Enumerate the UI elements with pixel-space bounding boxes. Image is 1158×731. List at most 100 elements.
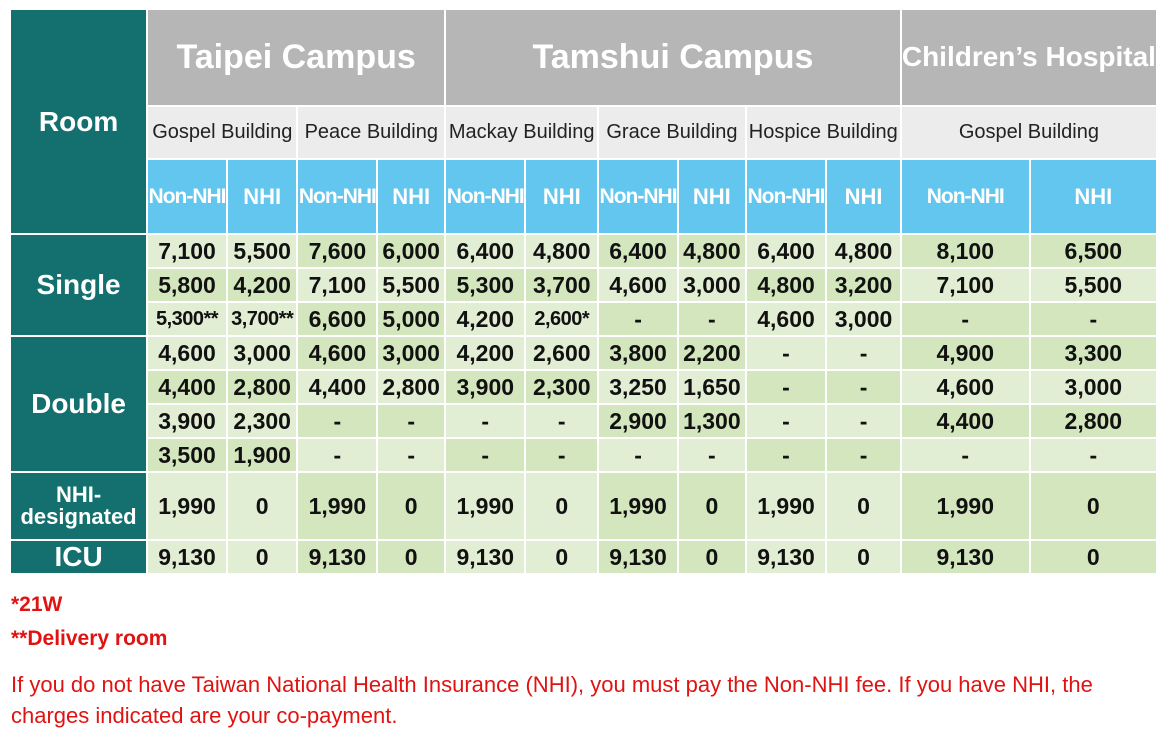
price-cell: 1,990 bbox=[298, 473, 377, 539]
price-cell: - bbox=[746, 337, 826, 369]
price-cell: 6,400 bbox=[446, 235, 525, 267]
building-header-gospel-childrens: Gospel Building bbox=[901, 107, 1156, 158]
price-cell: 2,600 bbox=[526, 337, 598, 369]
price-cell: 0 bbox=[526, 473, 598, 539]
price-cell: 0 bbox=[827, 541, 900, 573]
price-cell: - bbox=[901, 439, 1029, 471]
insurance-header-non-nhi: Non-NHI bbox=[446, 160, 525, 233]
price-cell: 7,600 bbox=[298, 235, 377, 267]
price-cell: 5,000 bbox=[378, 303, 445, 335]
insurance-header-nhi: NHI bbox=[526, 160, 598, 233]
price-cell: 3,000 bbox=[827, 303, 900, 335]
price-cell: 0 bbox=[378, 541, 445, 573]
room-rate-table: Room Taipei Campus Tamshui Campus Childr… bbox=[9, 8, 1158, 575]
row-label-nhi-designated: NHI-designated bbox=[11, 473, 147, 539]
rate-table-body: Room Taipei Campus Tamshui Campus Childr… bbox=[11, 10, 1156, 573]
row-label-single: Single bbox=[11, 235, 147, 335]
price-cell: 6,400 bbox=[746, 235, 826, 267]
table-row: NHI-designated 1,990 0 1,990 0 1,990 0 1,990 0 1,… bbox=[11, 473, 1156, 539]
price-cell: 0 bbox=[827, 473, 900, 539]
table-row: 3,900 2,300- - - -2,900 1,300- -4,400 2,800 bbox=[11, 405, 1156, 437]
price-cell: 3,250 bbox=[599, 371, 677, 403]
price-cell: 5,500 bbox=[1030, 269, 1156, 301]
price-cell: - bbox=[746, 371, 826, 403]
price-cell: 8,100 bbox=[901, 235, 1029, 267]
price-cell: 4,800 bbox=[746, 269, 826, 301]
price-cell: 3,000 bbox=[227, 337, 297, 369]
price-cell: 0 bbox=[227, 541, 297, 573]
price-cell: 0 bbox=[526, 541, 598, 573]
price-cell: 0 bbox=[678, 473, 745, 539]
price-cell: 7,100 bbox=[298, 269, 377, 301]
price-cell: - bbox=[1030, 439, 1156, 471]
price-cell: 3,700 bbox=[526, 269, 598, 301]
row-label-icu: ICU bbox=[11, 541, 147, 573]
price-cell: 9,130 bbox=[901, 541, 1029, 573]
price-cell: 2,800 bbox=[378, 371, 445, 403]
price-cell: - bbox=[1030, 303, 1156, 335]
price-cell: 1,300 bbox=[678, 405, 745, 437]
table-row: 5,800 4,200 7,100 5,500 5,300 3,700 4,600 3,000… bbox=[11, 269, 1156, 301]
price-cell: 4,200 bbox=[446, 337, 525, 369]
price-cell: 3,000 bbox=[378, 337, 445, 369]
price-cell: - bbox=[446, 405, 525, 437]
insurance-header-nhi: NHI bbox=[1030, 160, 1156, 233]
price-cell: 3,900 bbox=[446, 371, 525, 403]
price-cell: 5,500 bbox=[227, 235, 297, 267]
insurance-header-nhi: NHI bbox=[678, 160, 745, 233]
price-cell: 0 bbox=[227, 473, 297, 539]
nhi-fee-explanation: If you do not have Taiwan National Healt… bbox=[11, 672, 1093, 728]
price-cell: 4,600 bbox=[599, 269, 677, 301]
price-cell: 4,800 bbox=[827, 235, 900, 267]
insurance-header-non-nhi: Non-NHI bbox=[148, 160, 226, 233]
price-cell: - bbox=[526, 439, 598, 471]
price-cell: 4,600 bbox=[148, 337, 226, 369]
price-cell: 7,100 bbox=[901, 269, 1029, 301]
price-cell: 4,800 bbox=[526, 235, 598, 267]
price-cell: - bbox=[599, 303, 677, 335]
price-cell: - bbox=[678, 303, 745, 335]
price-cell: 1,900 bbox=[227, 439, 297, 471]
price-cell: 4,200 bbox=[446, 303, 525, 335]
price-cell: 5,800 bbox=[148, 269, 226, 301]
price-cell: - bbox=[599, 439, 677, 471]
price-cell: 6,000 bbox=[378, 235, 445, 267]
price-cell: 3,500 bbox=[148, 439, 226, 471]
insurance-header-nhi: NHI bbox=[378, 160, 445, 233]
price-cell: 9,130 bbox=[148, 541, 226, 573]
building-header-gospel-taipei: Gospel Building bbox=[148, 107, 297, 158]
table-row: Double 4,600 3,000 4,600 3,000 4,200 2,600 3,80… bbox=[11, 337, 1156, 471]
insurance-header-nhi: NHI bbox=[227, 160, 297, 233]
price-cell: 0 bbox=[1030, 541, 1156, 573]
price-cell: 6,500 bbox=[1030, 235, 1156, 267]
price-cell: 2,200 bbox=[678, 337, 745, 369]
price-cell: 3,800 bbox=[599, 337, 677, 369]
price-cell: 3,000 bbox=[1030, 371, 1156, 403]
building-header-hospice: Hospice Building bbox=[746, 107, 900, 158]
price-cell: 4,800 bbox=[678, 235, 745, 267]
table-row: ICU 9,130 0 9,130 0 9,130 0 9,130 0 9,130 0 9,130 0 bbox=[11, 541, 1156, 573]
price-cell: 4,400 bbox=[901, 405, 1029, 437]
price-cell: 9,130 bbox=[599, 541, 677, 573]
building-header-mackay: Mackay Building bbox=[446, 107, 598, 158]
footnote-delivery-room: **Delivery room bbox=[11, 627, 168, 650]
price-cell: - bbox=[827, 337, 900, 369]
insurance-header-non-nhi: Non-NHI bbox=[901, 160, 1029, 233]
price-cell: 9,130 bbox=[298, 541, 377, 573]
price-cell: 3,300 bbox=[1030, 337, 1156, 369]
footnote-21w: *21W bbox=[11, 593, 63, 616]
price-cell: - bbox=[827, 439, 900, 471]
price-cell: 1,990 bbox=[599, 473, 677, 539]
price-cell: 5,300** bbox=[148, 303, 226, 335]
price-cell: - bbox=[298, 439, 377, 471]
price-cell: 4,400 bbox=[148, 371, 226, 403]
price-cell: - bbox=[827, 405, 900, 437]
price-cell: 4,600 bbox=[298, 337, 377, 369]
price-cell: 2,600* bbox=[526, 303, 598, 335]
table-row: Single 7,100 5,500 7,600 6,000 6,400 4,800 6,40… bbox=[11, 235, 1156, 335]
insurance-header-nhi: NHI bbox=[827, 160, 900, 233]
price-cell: - bbox=[298, 405, 377, 437]
building-header-grace: Grace Building bbox=[599, 107, 745, 158]
building-header-peace: Peace Building bbox=[298, 107, 445, 158]
price-cell: 1,990 bbox=[148, 473, 226, 539]
